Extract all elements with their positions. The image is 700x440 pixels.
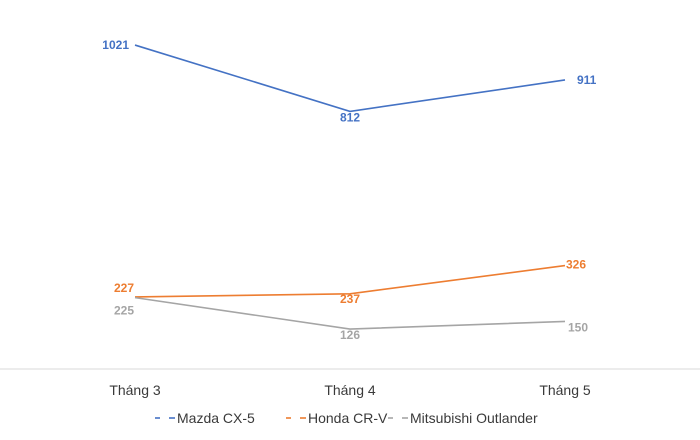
data-label: 227 (114, 281, 134, 295)
data-label: 326 (566, 258, 586, 272)
plot-area: 1021 812 911 227 237 326 225 126 150 (102, 38, 596, 342)
data-label: 126 (340, 328, 360, 342)
data-label: 237 (340, 292, 360, 306)
data-label: 150 (568, 320, 588, 334)
legend-item: Honda CR-V (286, 410, 388, 426)
legend-item: Mazda CX-5 (155, 410, 255, 426)
legend: Mazda CX-5 Honda CR-V Mitsubishi Outlander (155, 410, 538, 426)
legend-label: Mitsubishi Outlander (410, 410, 538, 426)
x-tick-label: Tháng 4 (324, 382, 376, 398)
data-label: 812 (340, 110, 360, 124)
data-label: 225 (114, 304, 134, 318)
x-tick-label: Tháng 3 (109, 382, 161, 398)
legend-label: Mazda CX-5 (177, 410, 255, 426)
legend-item: Mitsubishi Outlander (388, 410, 538, 426)
data-label: 1021 (102, 38, 129, 52)
legend-label: Honda CR-V (308, 410, 388, 426)
series-line-1 (134, 44, 566, 113)
x-tick-label: Tháng 5 (539, 382, 591, 398)
series-line-3 (134, 296, 566, 330)
x-axis-ticks: Tháng 3 Tháng 4 Tháng 5 (109, 382, 591, 398)
series-line-2 (134, 264, 566, 298)
data-label: 911 (577, 73, 597, 87)
